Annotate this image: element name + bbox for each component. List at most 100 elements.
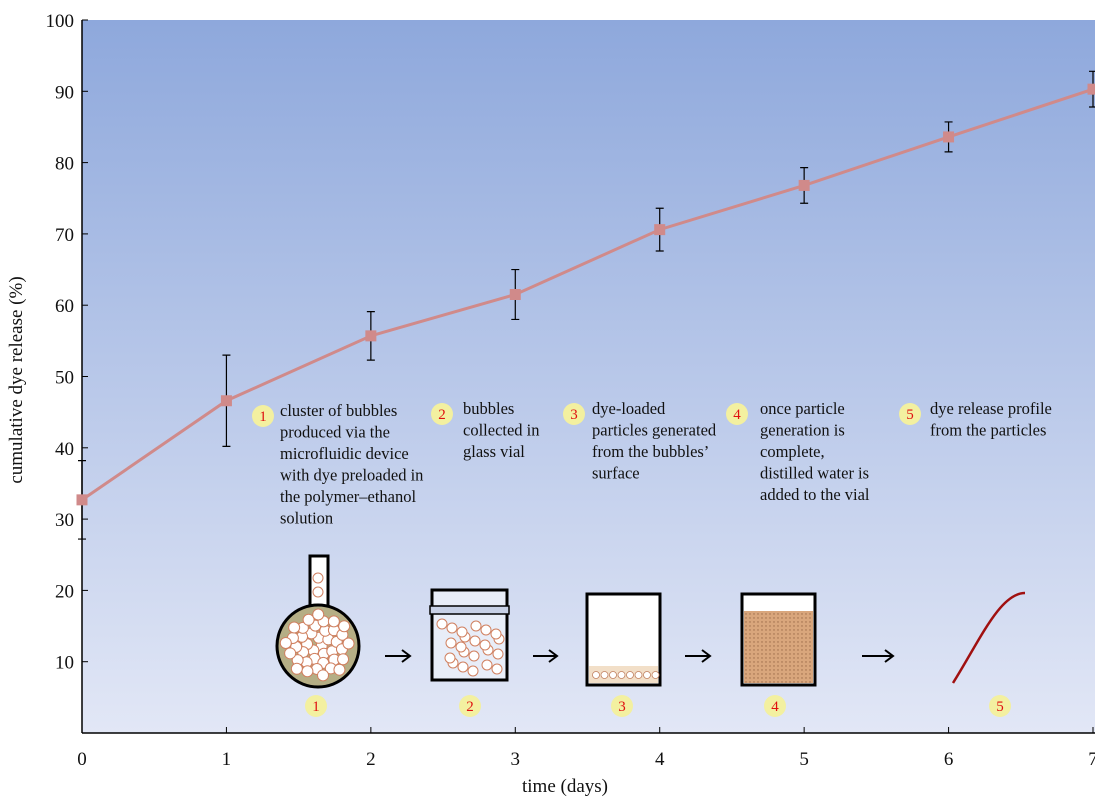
step-text: complete, (760, 442, 825, 461)
y-tick-label: 20 (55, 581, 74, 602)
particle (627, 672, 634, 679)
data-point (510, 289, 521, 300)
data-point (77, 494, 88, 505)
x-tick-label: 7 (1088, 749, 1095, 770)
step-number: 4 (771, 699, 779, 715)
step-number: 5 (996, 699, 1004, 715)
particle (644, 672, 651, 679)
step-text: dye release profile (930, 399, 1052, 418)
particle (601, 672, 608, 679)
step-number: 1 (259, 409, 267, 425)
step-text: generation is (760, 421, 845, 440)
particle (652, 672, 659, 679)
bubble (481, 625, 491, 635)
bubble (493, 649, 503, 659)
bubble (318, 670, 329, 681)
bubble (445, 653, 455, 663)
step-number: 2 (466, 699, 474, 715)
step-text: bubbles (463, 399, 514, 418)
step-text: particles generated (592, 421, 717, 440)
x-tick-label: 6 (944, 749, 954, 770)
bubble (313, 587, 323, 597)
step-number: 2 (438, 407, 446, 423)
data-point (365, 330, 376, 341)
page: {"chart_data": { "type": "line", "x_labe… (0, 0, 1095, 802)
step-text: dye-loaded (592, 399, 666, 418)
particle-suspension (744, 611, 813, 683)
y-axis-label: cumulative dye release (%) (6, 276, 27, 483)
x-axis-label: time (days) (522, 776, 608, 797)
x-tick-label: 1 (222, 749, 232, 770)
bubble (456, 642, 466, 652)
bubble (302, 666, 313, 677)
bubble (343, 638, 354, 649)
bubble (339, 621, 350, 632)
x-tick-label: 5 (799, 749, 809, 770)
vial-lid (430, 606, 509, 614)
bubble (338, 654, 349, 665)
y-tick-label: 40 (55, 439, 74, 460)
bubble (289, 622, 300, 633)
y-tick-label: 100 (46, 11, 75, 32)
x-tick-label: 3 (511, 749, 521, 770)
x-tick-label: 2 (366, 749, 376, 770)
y-tick-label: 30 (55, 510, 74, 531)
particle (610, 672, 617, 679)
step-text: added to the vial (760, 485, 870, 504)
y-tick-label: 50 (55, 368, 74, 389)
step-text: solution (280, 509, 333, 528)
step-text: microfluidic device (280, 444, 409, 463)
step-text: from the bubbles’ (592, 442, 709, 461)
bubble (471, 621, 481, 631)
chart: cumulative dye release (%) time (days) 1… (0, 0, 1095, 802)
bubble (313, 609, 324, 620)
step-text: with dye preloaded in (280, 466, 423, 485)
y-tick-label: 80 (55, 154, 74, 175)
step-number: 1 (312, 699, 320, 715)
step-number: 3 (618, 699, 626, 715)
bubble (280, 637, 291, 648)
bubble (328, 616, 339, 627)
step-text: from the particles (930, 421, 1046, 440)
bubble (313, 573, 323, 583)
bubble (291, 663, 302, 674)
bubble (334, 664, 345, 675)
step-text: distilled water is (760, 464, 869, 483)
bubble (457, 627, 467, 637)
y-tick-label: 10 (55, 653, 74, 674)
step-number: 5 (906, 407, 914, 423)
step-text: once particle (760, 399, 845, 418)
data-point (221, 395, 232, 406)
bubble (446, 638, 456, 648)
step-text: collected in (463, 421, 540, 440)
y-tick-label: 90 (55, 82, 74, 103)
bubble (491, 629, 501, 639)
bubble (492, 664, 502, 674)
y-tick-label: 60 (55, 296, 74, 317)
bubble (480, 640, 490, 650)
particle (618, 672, 625, 679)
data-point (1088, 84, 1095, 95)
step-text: the polymer–ethanol (280, 487, 417, 506)
step-number: 4 (733, 407, 741, 423)
bubble (458, 662, 468, 672)
bubble (447, 623, 457, 633)
bubble (437, 619, 447, 629)
data-point (654, 224, 665, 235)
particle (593, 672, 600, 679)
data-point (799, 180, 810, 191)
step-text: cluster of bubbles (280, 401, 397, 420)
step-number: 3 (570, 407, 578, 423)
bubble (468, 666, 478, 676)
bubble (470, 636, 480, 646)
step-text: glass vial (463, 442, 525, 461)
bubble (285, 648, 296, 659)
step-text: surface (592, 464, 640, 483)
data-point (943, 131, 954, 142)
x-tick-label: 0 (77, 749, 87, 770)
x-tick-label: 4 (655, 749, 665, 770)
bubble (469, 651, 479, 661)
bubble (482, 660, 492, 670)
y-tick-label: 70 (55, 225, 74, 246)
particle (635, 672, 642, 679)
